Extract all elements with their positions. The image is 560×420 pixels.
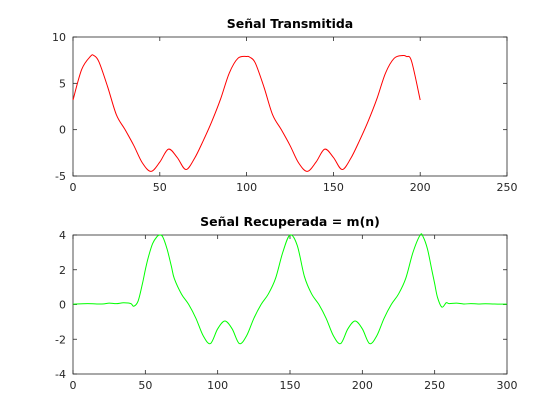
bottom-plot-y-tick-label: -4: [55, 368, 66, 381]
bottom-plot-axes-box: [72, 234, 508, 375]
top-plot-y-tick-label: 10: [52, 31, 66, 44]
bottom-plot: Señal Recuperada = m(n) 0 50 100 150 200 250 3…: [55, 214, 517, 392]
top-plot-x-tick-label: 250: [497, 181, 518, 194]
top-plot-x-tick-label: 100: [236, 181, 257, 194]
bottom-plot-x-tick-label: 100: [207, 379, 228, 392]
top-plot-series-line: [72, 54, 421, 172]
top-plot-x-tick-label: 200: [410, 181, 431, 194]
bottom-plot-y-tick-label: 4: [59, 229, 66, 242]
bottom-plot-x-tick-label: 0: [70, 379, 77, 392]
top-plot-title: Señal Transmitida: [227, 16, 354, 31]
top-plot-y-tick-label: 0: [59, 124, 66, 137]
top-plot-y-tick-label: -5: [55, 170, 66, 183]
top-plot: Señal Transmitida 0 50 100 150 200 250 -5 0 5 10: [52, 16, 518, 194]
bottom-plot-y-tick-label: 0: [59, 299, 66, 312]
bottom-plot-x-tick-label: 250: [424, 379, 445, 392]
bottom-plot-series-line: [72, 233, 508, 345]
bottom-plot-y-tick-label: -2: [55, 333, 66, 346]
bottom-plot-x-tick-label: 200: [352, 379, 373, 392]
bottom-plot-x-tick-label: 300: [497, 379, 518, 392]
top-plot-axes-box: [72, 36, 508, 177]
top-plot-y-tick-label: 5: [59, 77, 66, 90]
top-plot-x-tick-label: 0: [70, 181, 77, 194]
top-plot-x-tick-label: 150: [323, 181, 344, 194]
bottom-plot-title: Señal Recuperada = m(n): [200, 214, 380, 229]
bottom-plot-y-tick-label: 2: [59, 264, 66, 277]
bottom-plot-x-tick-label: 150: [280, 379, 301, 392]
bottom-plot-x-tick-label: 50: [138, 379, 152, 392]
top-plot-x-tick-label: 50: [153, 181, 167, 194]
